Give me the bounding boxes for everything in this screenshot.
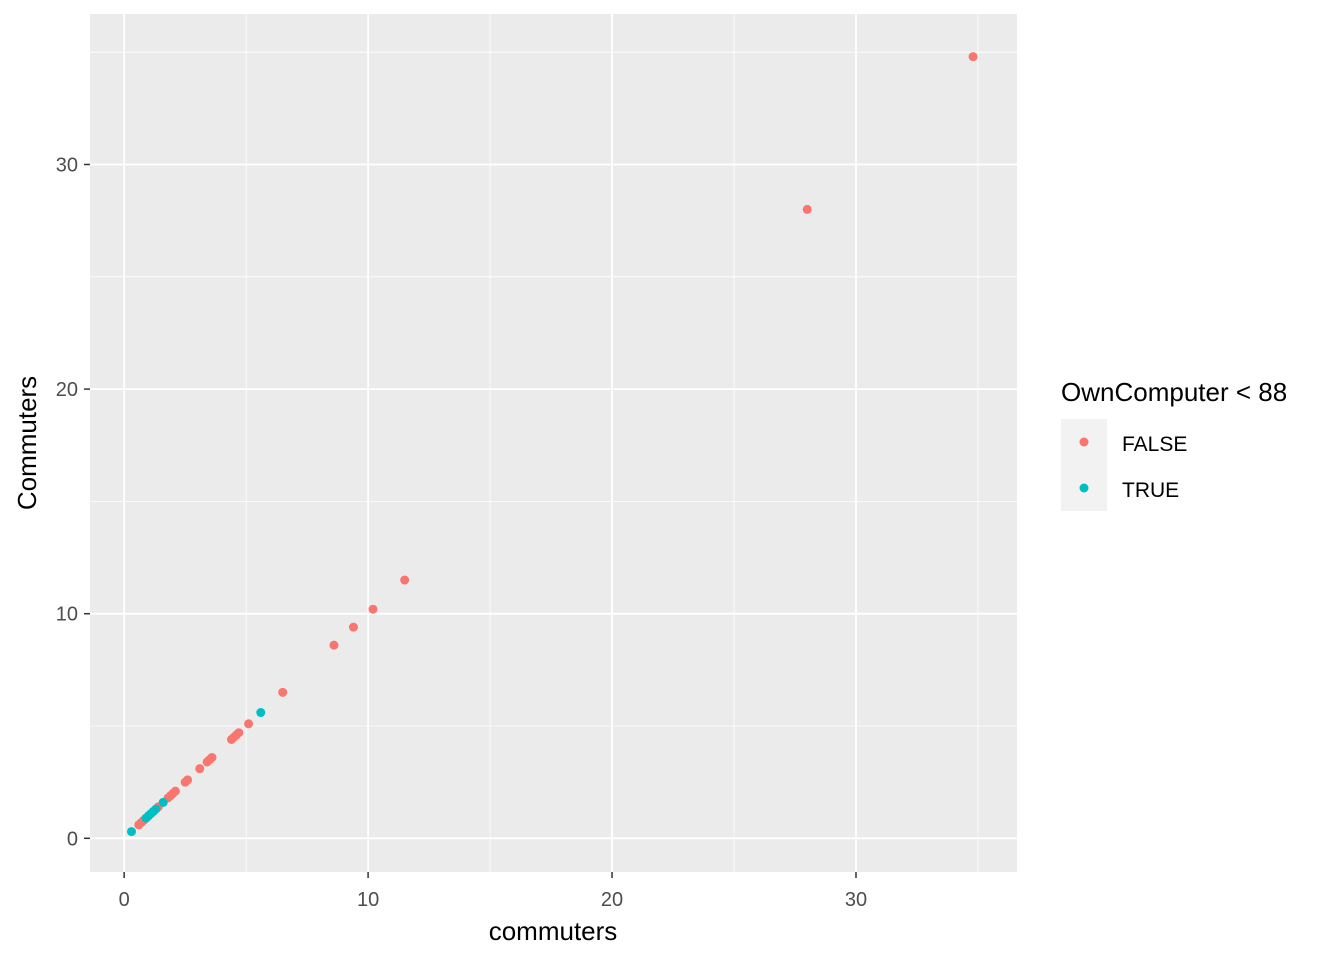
data-point-false: [170, 786, 180, 796]
data-point-true: [256, 708, 266, 718]
x-axis-title: commuters: [489, 916, 618, 946]
data-point-true: [126, 827, 136, 837]
data-points: [126, 52, 978, 837]
data-point-false: [802, 204, 812, 214]
data-point-true: [151, 804, 161, 814]
x-axis-ticks: 0 10 20 30: [119, 872, 867, 911]
data-point-false: [400, 575, 410, 585]
major-gridlines: [90, 14, 1017, 872]
y-tick-label: 0: [67, 828, 78, 850]
x-tick-label: 10: [357, 889, 379, 911]
data-point-true: [158, 797, 168, 807]
y-axis-ticks: 0 10 20 30: [56, 154, 90, 850]
data-point-false: [278, 687, 288, 697]
data-point-false: [368, 604, 378, 614]
y-tick-label: 10: [56, 604, 78, 626]
legend-key-false: [1079, 437, 1089, 447]
legend-label-true: TRUE: [1122, 479, 1179, 502]
x-tick-label: 30: [845, 889, 867, 911]
x-tick-label: 20: [601, 889, 623, 911]
plot-panel: [90, 14, 1017, 872]
minor-gridlines: [90, 14, 1017, 872]
y-axis-title: Commuters: [12, 376, 42, 510]
legend-title: OwnComputer < 88: [1061, 377, 1287, 407]
data-point-false: [183, 775, 193, 785]
legend-key-background: [1061, 419, 1107, 511]
legend-key-true: [1079, 483, 1089, 493]
legend: OwnComputer < 88 FALSE TRUE: [1061, 377, 1287, 511]
legend-label-false: FALSE: [1122, 433, 1187, 456]
data-point-false: [207, 752, 217, 762]
data-point-false: [968, 52, 978, 62]
data-point-false: [195, 764, 205, 774]
y-tick-label: 30: [56, 154, 78, 176]
y-tick-label: 20: [56, 379, 78, 401]
x-tick-label: 0: [119, 889, 130, 911]
data-point-false: [234, 728, 244, 738]
data-point-false: [348, 622, 358, 632]
data-point-false: [244, 719, 254, 729]
data-point-false: [329, 640, 339, 650]
